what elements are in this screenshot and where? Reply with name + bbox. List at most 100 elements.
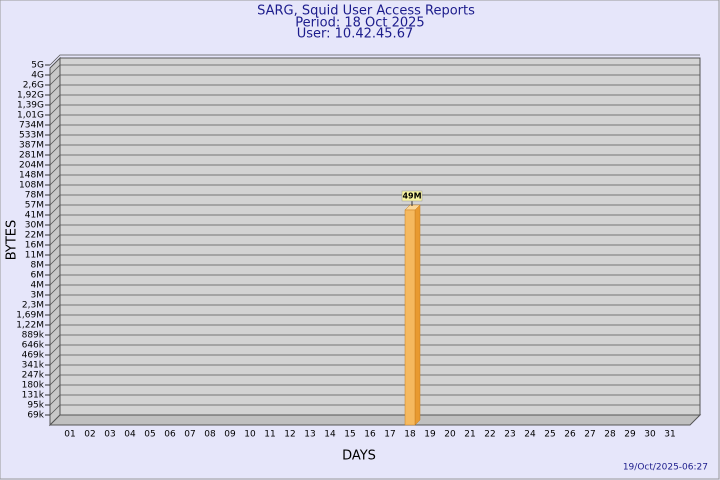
x-tick-label: 23 [504, 430, 515, 440]
x-tick-label: 08 [204, 430, 216, 440]
grid-line [49, 154, 700, 166]
footer: 19/Oct/2025-06:27 [623, 463, 708, 473]
grid-line [49, 114, 700, 126]
grid-line [49, 244, 700, 256]
y-tick-label: 2,6G [23, 81, 44, 91]
plot-floor [48, 414, 702, 426]
x-tick-label: 11 [264, 430, 275, 440]
x-tick-label: 06 [164, 430, 176, 440]
y-tick-label: 387M [19, 141, 44, 151]
y-tick-label: 1,39G [17, 101, 44, 111]
y-tick-label: 204M [19, 161, 44, 171]
grid-line [49, 354, 700, 366]
grid-line [49, 404, 700, 416]
x-tick-label: 28 [604, 430, 616, 440]
x-tick-label: 24 [524, 430, 536, 440]
grid-line [49, 104, 700, 116]
grid-line [49, 54, 700, 66]
y-tick-label: 2,3M [22, 301, 44, 311]
grid-line [49, 304, 700, 316]
y-tick-label: 131k [22, 391, 45, 401]
y-tick-label: 41M [25, 211, 44, 221]
grid-line [49, 214, 700, 226]
y-tick-label: 11M [25, 251, 44, 261]
x-tick-label: 19 [424, 430, 436, 440]
bar-side [414, 204, 421, 426]
y-axis-label: BYTES [5, 220, 20, 261]
grid-line [49, 324, 700, 336]
grid-line [49, 364, 700, 376]
grid-line [49, 264, 700, 276]
y-tick-label: 889k [22, 331, 45, 341]
y-tick-label: 1,92G [17, 91, 44, 101]
grid-line [49, 334, 700, 346]
y-tick-label: 108M [19, 181, 44, 191]
x-tick-label: 04 [124, 430, 136, 440]
y-tick-label: 30M [25, 221, 44, 231]
y-tick-label: 6M [31, 271, 45, 281]
grid-line [49, 94, 700, 106]
x-tick-label: 17 [384, 430, 395, 440]
y-tick-label: 247k [22, 371, 45, 381]
x-tick-label: 07 [184, 430, 195, 440]
grid-line [49, 384, 700, 396]
value-label: 49M [402, 192, 421, 201]
grid-line [49, 84, 700, 96]
grid-line [49, 374, 700, 386]
grid-line [49, 124, 700, 136]
grid-line [49, 274, 700, 286]
x-tick-label: 27 [584, 430, 595, 440]
grid-line [49, 284, 700, 296]
y-tick-label: 95k [27, 401, 44, 411]
x-tick-label: 22 [484, 430, 495, 440]
grid-line [49, 194, 700, 206]
plot-back [59, 57, 701, 416]
y-tick-label: 57M [25, 201, 44, 211]
y-tick-label: 22M [25, 231, 44, 241]
y-tick-label: 4G [31, 71, 44, 81]
y-tick-label: 148M [19, 171, 44, 181]
y-tick-label: 16M [25, 241, 44, 251]
y-tick-label: 78M [25, 191, 44, 201]
bar [404, 209, 416, 426]
grid-line [49, 64, 700, 76]
x-tick-label: 16 [364, 430, 376, 440]
grid-line [49, 134, 700, 146]
y-tick-label: 533M [19, 131, 44, 141]
y-tick-label: 3M [31, 291, 45, 301]
x-tick-label: 26 [564, 430, 576, 440]
y-tick-label: 5G [31, 61, 44, 71]
grid-line [49, 204, 700, 216]
y-tick-label: 1,01G [17, 111, 44, 121]
y-tick-label: 4M [31, 281, 45, 291]
grid-line [49, 314, 700, 326]
y-tick-label: 1,22M [16, 321, 44, 331]
grid-line [49, 294, 700, 306]
y-tick-label: 69k [27, 411, 44, 421]
x-tick-label: 05 [144, 430, 155, 440]
grid-line [49, 164, 700, 176]
x-tick-label: 13 [304, 430, 315, 440]
y-tick-label: 8M [31, 261, 45, 271]
x-tick-label: 31 [664, 430, 675, 440]
x-tick-label: 18 [404, 430, 416, 440]
x-tick-label: 30 [644, 430, 656, 440]
y-tick-label: 281M [19, 151, 44, 161]
x-tick-label: 14 [324, 430, 336, 440]
y-tick-label: 469k [22, 351, 45, 361]
x-tick-label: 02 [84, 430, 95, 440]
grid-line [49, 174, 700, 186]
x-tick-label: 21 [464, 430, 475, 440]
chart-subtitle: Period: 18 Oct 2025 [295, 16, 424, 31]
grid-line [49, 344, 700, 356]
y-tick-label: 341k [22, 361, 45, 371]
chart-title: SARG, Squid User Access Reports [257, 4, 475, 19]
grid-line [49, 234, 700, 246]
grid-line [49, 224, 700, 236]
grid-line [49, 394, 700, 406]
x-tick-label: 09 [224, 430, 236, 440]
grid-line [49, 74, 700, 86]
x-tick-label: 12 [284, 430, 295, 440]
grid-line [49, 144, 700, 156]
